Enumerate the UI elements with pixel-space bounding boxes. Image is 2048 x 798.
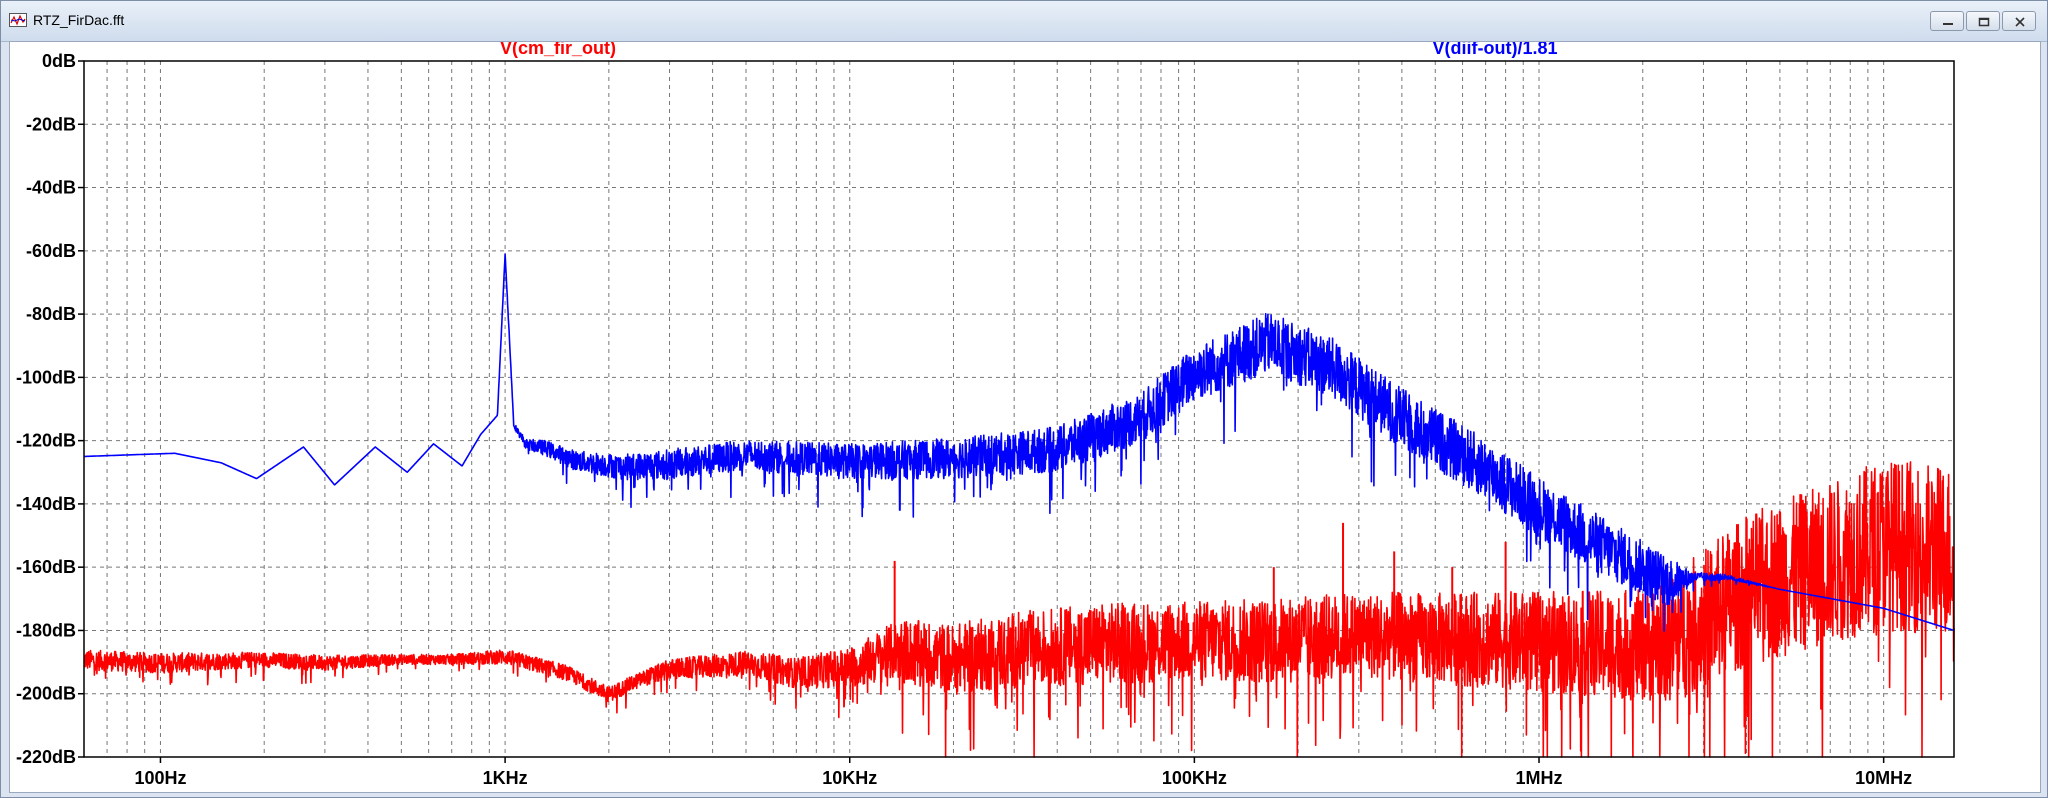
minimize-button[interactable] [1930,11,1964,31]
x-tick-label: 1MHz [1516,768,1563,788]
fft-chart[interactable]: 0dB -20dB -40dB -60dB -80dB -100dB -120dB -140d… [10,42,2040,792]
y-tick-label: -220dB [16,747,76,767]
minimize-icon [1943,23,1953,25]
x-tick-label: 100Hz [134,768,186,788]
window-title: RTZ_FirDac.fft [33,12,125,28]
x-axis: 100Hz 1KHz 10KHz 100KHz 1MHz 10MHz [134,757,1912,788]
plot-pane[interactable]: 0dB -20dB -40dB -60dB -80dB -100dB -120dB -140d… [9,41,2041,793]
close-button[interactable] [2002,11,2036,31]
plot-frame [83,60,1955,758]
trace-layer [83,253,1955,758]
y-tick-label: -100dB [16,367,76,387]
y-tick-label: -60dB [26,241,76,261]
x-tick-label: 1KHz [483,768,528,788]
legend: V(cm_fir_out) V(diif-out)/1.81 [500,42,1558,58]
x-tick-label: 10KHz [822,768,877,788]
close-icon [2015,17,2025,27]
y-tick-label: -120dB [16,431,76,451]
maximize-icon [1978,17,1990,27]
x-tick-label: 10MHz [1855,768,1912,788]
y-tick-label: -200dB [16,684,76,704]
x-tick-label: 100KHz [1162,768,1227,788]
y-tick-label: -80dB [26,304,76,324]
y-tick-label: -160dB [16,557,76,577]
y-tick-label: -180dB [16,620,76,640]
series-trace [83,461,1955,758]
grid-layer [83,60,1954,758]
y-tick-label: -40dB [26,178,76,198]
y-tick-label: 0dB [42,51,76,71]
y-tick-label: -140dB [16,494,76,514]
series-trace [83,253,1955,632]
maximize-button[interactable] [1966,11,2000,31]
y-tick-label: -20dB [26,114,76,134]
legend-entry[interactable]: V(diif-out)/1.81 [1433,42,1558,58]
y-axis: 0dB -20dB -40dB -60dB -80dB -100dB -120dB -140d… [16,51,84,767]
window-titlebar[interactable]: RTZ_FirDac.fft [1,1,2047,42]
waveform-file-icon [9,13,27,27]
legend-entry[interactable]: V(cm_fir_out) [500,42,616,58]
